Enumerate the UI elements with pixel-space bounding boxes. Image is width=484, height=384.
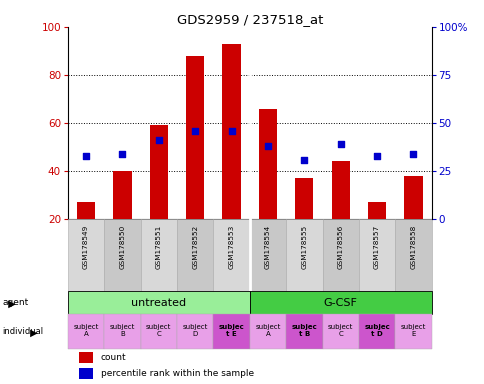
Bar <box>140 314 177 349</box>
Bar <box>286 219 322 291</box>
Point <box>336 141 344 147</box>
Bar <box>404 176 422 219</box>
Bar <box>104 219 140 291</box>
Text: GSM178551: GSM178551 <box>155 225 162 269</box>
Text: subject
C: subject C <box>327 324 353 337</box>
Text: GSM178552: GSM178552 <box>192 225 198 269</box>
Bar <box>104 314 140 349</box>
Point <box>408 151 416 157</box>
Text: GSM178553: GSM178553 <box>228 225 234 269</box>
Text: GSM178549: GSM178549 <box>83 225 89 269</box>
Text: count: count <box>101 353 126 362</box>
Bar <box>394 219 431 291</box>
Bar <box>331 161 349 219</box>
Point <box>154 137 162 143</box>
Text: subjec
t D: subjec t D <box>363 324 389 337</box>
Point <box>300 156 308 162</box>
Bar <box>140 219 177 291</box>
Text: subject
A: subject A <box>73 324 99 337</box>
Text: ▶: ▶ <box>2 299 16 309</box>
Bar <box>358 314 394 349</box>
Point <box>263 143 271 149</box>
Bar <box>77 202 95 219</box>
Bar <box>78 367 93 379</box>
Text: subject
A: subject A <box>255 324 280 337</box>
Text: subject
E: subject E <box>400 324 425 337</box>
Text: GSM178550: GSM178550 <box>119 225 125 269</box>
Text: agent: agent <box>2 298 29 307</box>
Text: subject
D: subject D <box>182 324 208 337</box>
Bar <box>249 314 286 349</box>
Bar <box>222 44 240 219</box>
Text: subjec
t B: subjec t B <box>291 324 317 337</box>
Bar <box>68 314 104 349</box>
Text: GSM178558: GSM178558 <box>409 225 416 269</box>
Text: GSM178557: GSM178557 <box>373 225 379 269</box>
Point <box>227 127 235 134</box>
Bar <box>186 56 204 219</box>
Point <box>373 152 380 159</box>
Bar <box>286 314 322 349</box>
Bar <box>177 219 213 291</box>
Bar <box>295 178 313 219</box>
Text: GSM178555: GSM178555 <box>301 225 307 269</box>
Bar <box>68 291 249 314</box>
Text: untreated: untreated <box>131 298 186 308</box>
Bar <box>367 202 385 219</box>
Text: GSM178556: GSM178556 <box>337 225 343 269</box>
Bar <box>249 219 286 291</box>
Bar <box>358 219 394 291</box>
Bar <box>213 219 249 291</box>
Point <box>82 152 90 159</box>
Bar <box>322 314 358 349</box>
Bar <box>68 219 104 291</box>
Bar <box>177 314 213 349</box>
Bar <box>78 352 93 363</box>
Text: G-CSF: G-CSF <box>323 298 357 308</box>
Bar <box>150 126 167 219</box>
Text: subject
B: subject B <box>109 324 135 337</box>
Bar <box>213 314 249 349</box>
Bar <box>258 109 276 219</box>
Bar <box>394 314 431 349</box>
Text: subjec
t E: subjec t E <box>218 324 244 337</box>
Bar <box>322 219 358 291</box>
Text: subject
C: subject C <box>146 324 171 337</box>
Bar <box>249 291 431 314</box>
Text: percentile rank within the sample: percentile rank within the sample <box>101 369 253 378</box>
Bar <box>113 171 131 219</box>
Point <box>118 151 126 157</box>
Point <box>191 127 198 134</box>
Text: ▶: ▶ <box>2 328 38 338</box>
Title: GDS2959 / 237518_at: GDS2959 / 237518_at <box>176 13 322 26</box>
Text: GSM178554: GSM178554 <box>264 225 271 269</box>
Text: individual: individual <box>2 327 44 336</box>
